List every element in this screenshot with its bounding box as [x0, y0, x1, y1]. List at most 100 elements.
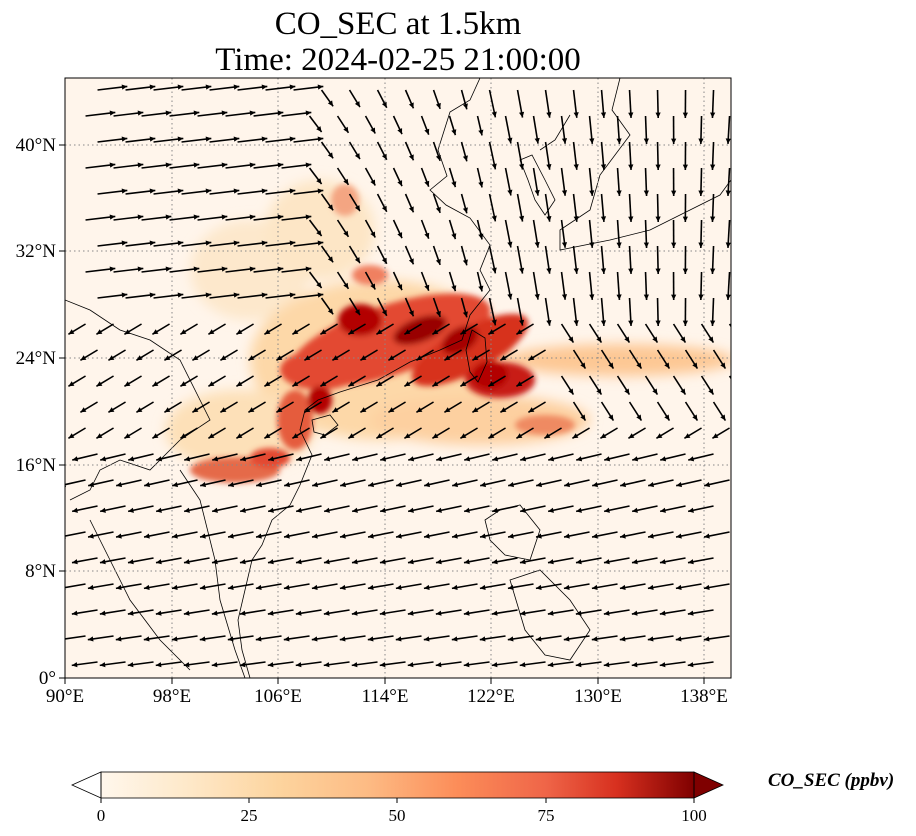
- wind-arrow-head: [451, 233, 457, 240]
- wind-arrow-head: [573, 268, 579, 274]
- wind-arrow-head: [211, 559, 218, 565]
- wind-arrow-head: [228, 533, 234, 539]
- wind-arrow-head: [698, 138, 704, 144]
- wind-arrow-head: [620, 533, 626, 539]
- wind-arrow-head: [312, 481, 319, 488]
- wind-arrow-head: [720, 362, 726, 369]
- wind-arrow-head: [664, 362, 670, 369]
- wind-arrow-head: [99, 662, 106, 668]
- wind-arrow-head: [395, 636, 402, 642]
- wind-arrow-head: [472, 407, 479, 413]
- wind-arrow-head: [616, 294, 622, 300]
- wind-arrow-head: [124, 381, 131, 387]
- wind-arrow-head: [121, 84, 128, 90]
- wind-arrow-head: [682, 112, 688, 118]
- wind-arrow-head: [376, 433, 383, 439]
- wind-arrow-head: [352, 507, 358, 513]
- wind-arrow-head: [316, 282, 322, 288]
- wind-arrow-head: [424, 128, 430, 135]
- wind-arrow-head: [339, 584, 346, 591]
- wind-arrow-head: [710, 112, 716, 118]
- wind-arrow-head: [516, 381, 523, 387]
- wind-arrow-head: [87, 636, 94, 642]
- wind-arrow-head: [381, 309, 387, 316]
- wind-arrow-head: [396, 533, 402, 539]
- wind-arrow-head: [451, 129, 457, 136]
- wind-arrow-head: [289, 292, 296, 298]
- wind-arrow-head: [343, 126, 349, 133]
- wind-arrow-head: [491, 215, 497, 222]
- wind-arrow-head: [628, 164, 634, 170]
- lon-tick-label: 130°E: [574, 686, 622, 707]
- wind-arrow-head: [452, 533, 458, 539]
- wind-arrow-head: [348, 433, 355, 439]
- wind-arrow-head: [655, 268, 661, 274]
- wind-arrow-head: [725, 294, 731, 300]
- wind-arrow-head: [518, 215, 525, 222]
- wind-arrow-head: [616, 242, 622, 248]
- wind-arrow-head: [370, 179, 376, 186]
- wind-arrow-head: [600, 433, 607, 439]
- wind-arrow-head: [548, 456, 555, 462]
- wind-arrow-head: [604, 456, 611, 462]
- wind-arrow-head: [304, 355, 311, 361]
- wind-arrow-head: [317, 240, 324, 246]
- wind-arrow-head: [600, 216, 607, 222]
- wind-arrow-head: [152, 433, 159, 439]
- wind-arrow-head: [368, 533, 374, 539]
- wind-arrow-head: [624, 388, 630, 395]
- wind-arrow-head: [624, 336, 630, 343]
- wind-arrow-head: [289, 136, 296, 142]
- wind-arrow-head: [451, 285, 457, 292]
- wind-arrow-head: [703, 636, 710, 642]
- wind-arrow-head: [370, 127, 376, 134]
- wind-arrow-head: [248, 355, 255, 361]
- wind-arrow-head: [124, 329, 131, 335]
- wind-arrow-head: [249, 110, 256, 116]
- wind-arrow-head: [561, 242, 568, 248]
- wind-arrow-head: [128, 456, 135, 462]
- wind-arrow-head: [121, 240, 128, 246]
- wind-arrow-head: [435, 102, 441, 109]
- wind-arrow-head: [404, 381, 411, 387]
- wind-arrow-head: [208, 381, 215, 387]
- wind-arrow-head: [573, 112, 579, 118]
- wind-arrow-head: [88, 481, 95, 488]
- wind-arrow-head: [137, 214, 144, 220]
- wind-arrow-head: [544, 433, 551, 439]
- wind-arrow-head: [109, 110, 116, 116]
- wind-arrow-head: [155, 662, 162, 668]
- wind-arrow-head: [592, 533, 598, 539]
- wind-arrow-head: [323, 559, 330, 565]
- wind-arrow-head: [193, 214, 200, 220]
- wind-arrow-head: [491, 319, 497, 326]
- wind-arrow-head: [564, 533, 570, 539]
- wind-arrow-head: [323, 662, 330, 668]
- wind-arrow-head: [327, 100, 334, 107]
- wind-arrow-head: [177, 188, 184, 194]
- wind-arrow-head: [480, 481, 487, 488]
- wind-arrow-head: [408, 102, 414, 109]
- wind-arrow-head: [520, 507, 526, 513]
- wind-arrow-head: [292, 433, 299, 439]
- wind-arrow-head: [172, 533, 178, 539]
- wind-arrow-head: [100, 456, 107, 462]
- wind-arrow-head: [647, 636, 654, 642]
- wind-arrow-head: [435, 310, 441, 317]
- wind-arrow-head: [351, 559, 358, 565]
- wind-arrow-head: [220, 407, 227, 413]
- colorbar-min-extend: [71, 771, 102, 799]
- wind-arrow-head: [327, 152, 334, 159]
- wind-arrow-head: [261, 136, 268, 142]
- wind-arrow-head: [193, 162, 200, 168]
- wind-arrow-head: [561, 190, 568, 196]
- wind-arrow-head: [109, 162, 116, 168]
- wind-arrow-head: [708, 336, 714, 343]
- lon-tick-label: 106°E: [254, 686, 302, 707]
- lat-tick-label: 24°N: [16, 348, 57, 369]
- wind-arrow-head: [292, 381, 299, 387]
- wind-arrow-head: [652, 336, 658, 343]
- wind-arrow-head: [435, 610, 442, 616]
- wind-arrow-head: [464, 507, 470, 513]
- wind-arrow-head: [671, 138, 677, 144]
